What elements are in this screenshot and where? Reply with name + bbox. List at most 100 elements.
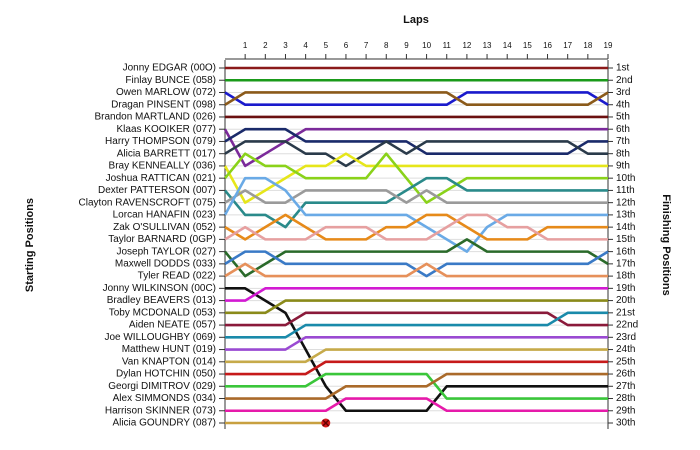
x-tick-label: 15: [523, 41, 532, 50]
y2-tick-label: 20th: [616, 295, 635, 306]
driver-line: [225, 397, 608, 413]
driver-line: [224, 140, 608, 168]
y-tick-label: Clayton RAVENSCROFT (075): [79, 197, 216, 208]
driver-line: [224, 91, 609, 107]
driver-line: [225, 287, 608, 413]
x-tick-label: 9: [404, 41, 409, 50]
x-tick-label: 16: [543, 41, 552, 50]
y2-tick-label: 10th: [616, 173, 635, 184]
driver-line: [225, 336, 608, 351]
driver-line: [224, 262, 608, 278]
driver-line: [223, 152, 608, 204]
y2-tick-label: 28th: [616, 393, 635, 404]
x-tick-label: 13: [483, 41, 492, 50]
y2-tick-label: 22nd: [616, 320, 638, 331]
x-tick-label: 14: [503, 41, 512, 50]
y2-tick-label: 12th: [616, 197, 635, 208]
y-title: Starting Positions: [24, 198, 36, 292]
y2-tick-label: 8th: [616, 148, 630, 159]
y-tick-label: Jonny WILKINSON (00C): [103, 283, 216, 294]
y-tick-label: Matthew HUNT (019): [122, 344, 216, 355]
x-tick-label: 3: [283, 41, 288, 50]
y2-tick-label: 26th: [616, 369, 635, 380]
y-tick-label: Klaas KOOIKER (077): [117, 124, 216, 135]
driver-line: [225, 311, 608, 327]
y2-tick-label: 21st: [616, 307, 635, 318]
driver-line: [225, 372, 608, 400]
y2-tick-label: 14th: [616, 222, 635, 233]
y-tick-label: Harry THOMPSON (079): [105, 136, 216, 147]
x-tick-label: 11: [443, 41, 452, 50]
y-tick-label: Joe WILLOUGHBY (069): [104, 332, 216, 343]
driver-line: [225, 372, 608, 400]
y2-tick-label: 19th: [616, 283, 635, 294]
driver-line: [223, 152, 608, 204]
y-tick-label: Joshua RATTICAN (021): [106, 173, 216, 184]
y2-tick-label: 17th: [616, 259, 635, 270]
y-tick-label: Zak O'SULLIVAN (052): [113, 222, 216, 233]
x-tick-label: 18: [583, 41, 592, 50]
y-tick-label: Alex SIMMONDS (034): [113, 393, 216, 404]
x-tick-label: 6: [344, 41, 349, 50]
driver-line: [224, 213, 608, 241]
driver-line: [225, 311, 608, 339]
x-tick-label: 8: [384, 41, 389, 50]
y2-tick-label: 13th: [616, 210, 635, 221]
driver-line: [225, 360, 608, 376]
driver-line: [223, 127, 608, 168]
y-tick-label: Lorcan HANAFIN (023): [113, 210, 216, 221]
driver-line: [224, 189, 608, 204]
y-tick-label: Maxwell DODDS (033): [115, 259, 216, 270]
y-tick-label: Tyler READ (022): [138, 271, 216, 282]
x-tick-label: 10: [422, 41, 431, 50]
driver-line: [225, 299, 608, 315]
retired-marker: [321, 418, 331, 428]
y-tick-label: Bradley BEAVERS (013): [107, 295, 216, 306]
y2-tick-label: 16th: [616, 246, 635, 257]
y2-tick-label: 15th: [616, 234, 635, 245]
y2-tick-label: 11th: [616, 185, 635, 196]
y-tick-label: Joseph TAYLOR (027): [117, 246, 217, 257]
x-tick-label: 2: [263, 41, 268, 50]
y2-title: Finishing Positions: [660, 194, 672, 295]
y2-tick-label: 1st: [616, 63, 630, 74]
x-tick-label: 12: [462, 41, 471, 50]
y-tick-label: Bray KENNEALLY (036): [109, 161, 216, 172]
y2-tick-label: 7th: [616, 136, 630, 147]
y-tick-label: Dylan HOTCHIN (050): [116, 369, 216, 380]
retired-cross: [322, 419, 330, 427]
y-tick-label: Toby MCDONALD (053): [109, 307, 216, 318]
y2-tick-label: 23rd: [616, 332, 636, 343]
y-tick-label: Owen MARLOW (072): [116, 87, 216, 98]
y-tick-label: Harrison SKINNER (073): [105, 405, 216, 416]
y2-tick-label: 29th: [616, 405, 635, 416]
y-tick-label: Jonny EDGAR (00O): [123, 63, 216, 74]
y-tick-label: Alicia GOUNDRY (087): [112, 418, 216, 429]
driver-line: [225, 348, 608, 364]
y2-tick-label: 24th: [616, 344, 635, 355]
y-tick-label: Finlay BUNCE (058): [125, 75, 216, 86]
x-tick-label: 7: [364, 41, 369, 50]
y2-tick-label: 25th: [616, 356, 635, 367]
y2-tick-label: 30th: [616, 418, 635, 429]
y-tick-label: Brandon MARTLAND (026): [94, 112, 216, 123]
y-tick-label: Aiden NEATE (057): [129, 320, 216, 331]
driver-line: [224, 91, 609, 107]
y2-tick-label: 5th: [616, 112, 630, 123]
y2-tick-label: 6th: [616, 124, 630, 135]
driver-line: [225, 287, 608, 302]
x-tick-label: 1: [243, 41, 248, 50]
x-tick-label: 19: [604, 41, 613, 50]
y-tick-label: Alicia BARRETT (017): [117, 148, 216, 159]
y2-tick-label: 27th: [616, 381, 635, 392]
x-tick-label: 17: [563, 41, 572, 50]
y2-tick-label: 18th: [616, 271, 635, 282]
driver-line: [224, 213, 608, 241]
x-tick-label: 5: [324, 41, 329, 50]
driver-line: [223, 176, 608, 229]
y-tick-label: Taylor BARNARD (0GP): [108, 234, 216, 245]
y-tick-label: Van KNAPTON (014): [122, 356, 216, 367]
y2-tick-label: 3rd: [616, 87, 630, 98]
y-tick-label: Dexter PATTERSON (007): [98, 185, 216, 196]
